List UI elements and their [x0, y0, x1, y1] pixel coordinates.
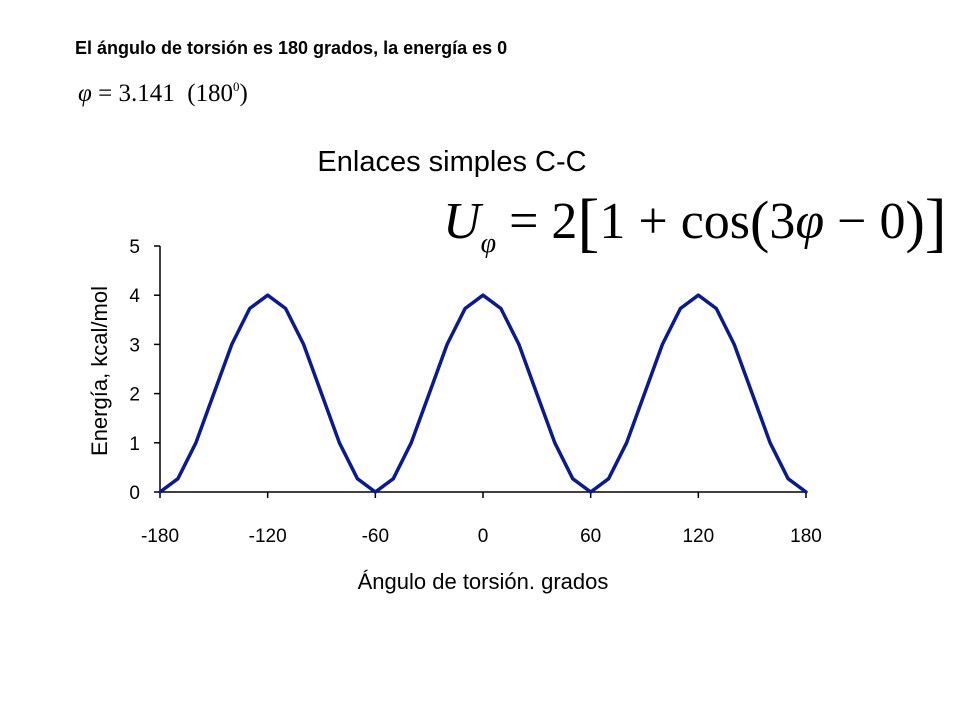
phi-equation: φ = 3.141 (1800)	[78, 80, 248, 106]
y-tick-label: 4	[129, 286, 140, 307]
y-tick-label: 3	[129, 335, 140, 356]
formula-part-0: = 2	[509, 193, 578, 250]
phi-degrees: (180	[187, 80, 234, 107]
data-point	[750, 392, 754, 395]
data-point	[302, 343, 305, 346]
y-ticks: 0 1 2 3 4 5	[129, 237, 160, 504]
data-point	[553, 441, 556, 444]
data-point	[679, 307, 682, 310]
data-point	[284, 307, 287, 310]
formula-part-7: )	[905, 189, 925, 254]
data-point	[625, 441, 628, 444]
formula-part-2: 1 + cos	[599, 193, 751, 250]
data-point	[248, 307, 251, 310]
x-tick-label: -120	[249, 526, 287, 547]
x-axis-label: Ángulo de torsión. grados	[358, 569, 609, 594]
formula-part-8: ]	[924, 186, 947, 259]
data-point	[374, 490, 377, 494]
data-point	[589, 490, 592, 494]
formula-part-6: − 0	[824, 193, 906, 250]
data-point	[571, 477, 574, 480]
y-tick-label: 1	[129, 434, 140, 455]
data-point	[212, 392, 216, 395]
phi-paren-close: )	[239, 80, 248, 107]
data-point	[194, 441, 198, 444]
data-point	[392, 477, 395, 480]
x-tick-label: 0	[478, 526, 489, 547]
data-point	[356, 477, 359, 480]
slide-heading: El ángulo de torsión es 180 grados, la e…	[75, 38, 508, 58]
phi-symbol: φ	[78, 80, 92, 107]
data-point	[804, 490, 808, 494]
formula-part-4: 3	[769, 193, 796, 250]
data-point	[535, 392, 539, 395]
data-point	[643, 392, 646, 395]
data-point	[786, 477, 790, 480]
data-point	[768, 441, 772, 444]
x-tick-label: -180	[141, 526, 179, 547]
data-point	[158, 490, 162, 494]
data-point	[320, 392, 323, 395]
data-point	[230, 343, 233, 346]
data-point	[607, 477, 610, 480]
data-point	[697, 294, 700, 297]
data-point	[427, 392, 431, 395]
data-point	[338, 441, 341, 444]
formula-lhs: U	[443, 193, 481, 250]
y-axis-label: Energía, kcal/mol	[87, 286, 112, 456]
phi-value: = 3.141	[91, 80, 175, 107]
data-point	[481, 294, 485, 297]
formula-part-3: (	[750, 189, 770, 254]
series-line	[158, 293, 808, 494]
formula-lhs-sub: φ	[480, 228, 497, 259]
data-point	[266, 294, 269, 297]
formula-part-1: [	[577, 186, 600, 259]
data-point	[176, 477, 180, 480]
chart-title: Enlaces simples C-C	[317, 146, 587, 178]
y-tick-label: 5	[129, 237, 140, 258]
y-tick-label: 2	[129, 385, 140, 406]
x-tick-label: 120	[682, 526, 714, 547]
phi-degree-sup: 0	[233, 79, 240, 94]
data-point	[661, 343, 664, 346]
data-point	[463, 307, 467, 310]
data-point	[517, 343, 521, 346]
chart-title-wrap: Enlaces simples C-C	[0, 146, 960, 179]
x-tick-label: 60	[580, 526, 601, 547]
plot-area	[158, 293, 808, 494]
x-tick-label: 180	[790, 526, 822, 547]
data-point	[499, 307, 503, 310]
y-tick-label: 0	[129, 483, 140, 504]
data-point	[410, 441, 413, 444]
data-point	[445, 343, 449, 346]
torsion-formula: Uφ = 2[1 + cos(3φ − 0)]	[443, 190, 947, 258]
chart-axes	[159, 246, 806, 493]
x-ticks: -180 -120 -60 0 60 120 180	[141, 492, 822, 547]
formula-part-5: φ	[795, 193, 825, 250]
data-point	[715, 307, 718, 310]
data-point	[733, 343, 736, 346]
x-tick-label: -60	[362, 526, 389, 547]
